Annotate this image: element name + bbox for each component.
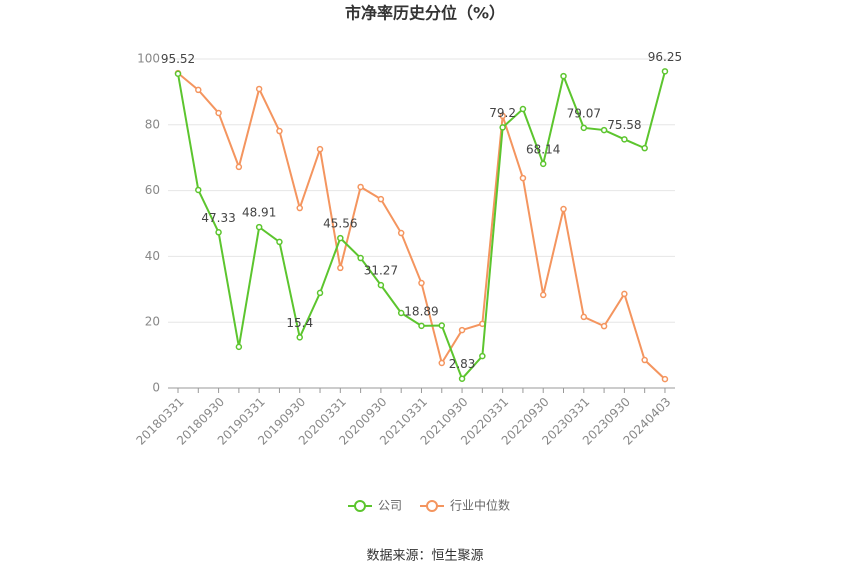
point — [560, 205, 567, 213]
point — [661, 68, 669, 75]
point — [479, 352, 486, 360]
point — [276, 238, 283, 246]
point — [215, 229, 222, 236]
source: 数据来源：恒生聚源 — [366, 549, 483, 564]
y-tick-label: 100 — [137, 52, 160, 66]
point — [580, 313, 588, 321]
point — [458, 375, 466, 382]
data-label: 75.58 — [607, 118, 641, 132]
point — [418, 279, 425, 287]
data-label: 68.14 — [526, 142, 560, 156]
legend-marker — [354, 500, 366, 512]
data-label: 18.89 — [404, 304, 438, 318]
y-tick-label: 60 — [145, 183, 160, 197]
point — [519, 105, 527, 113]
point — [438, 322, 446, 329]
point — [215, 109, 222, 117]
point — [580, 124, 588, 132]
point — [377, 281, 385, 289]
point — [195, 86, 202, 94]
data-label: 79.07 — [567, 106, 601, 120]
point — [357, 254, 364, 262]
point — [235, 343, 243, 351]
point — [458, 326, 466, 334]
point — [255, 85, 263, 93]
point — [397, 229, 405, 237]
point — [418, 322, 425, 330]
y-tick-label: 40 — [145, 249, 160, 263]
point — [296, 204, 303, 212]
point — [641, 356, 648, 364]
data-label: 47.33 — [201, 211, 235, 225]
chart-title: 市净率历史分位（%） — [345, 4, 505, 23]
point — [600, 126, 608, 134]
point — [316, 145, 324, 153]
point — [600, 322, 608, 330]
point — [621, 136, 628, 143]
data-label: 95.52 — [161, 52, 195, 66]
y-tick-label: 20 — [145, 315, 160, 329]
point — [499, 112, 506, 120]
point — [641, 144, 648, 152]
y-tick-label: 0 — [152, 381, 160, 395]
data-label: 48.91 — [242, 206, 276, 220]
data-label: 79.2 — [489, 106, 516, 120]
data-label: 45.56 — [323, 217, 357, 231]
point — [337, 234, 344, 242]
point — [661, 375, 669, 383]
point — [499, 124, 506, 131]
legend-marker — [426, 500, 438, 512]
y-tick-label: 80 — [145, 117, 160, 131]
data-label: 15.4 — [286, 316, 313, 330]
point — [235, 163, 243, 171]
point — [195, 186, 202, 194]
data-label: 2.83 — [449, 357, 476, 371]
point — [560, 72, 567, 80]
point — [539, 160, 547, 168]
legend-label: 公司 — [378, 499, 402, 513]
data-label: 96.25 — [648, 50, 682, 64]
point — [316, 289, 324, 297]
point — [621, 290, 628, 298]
point — [377, 195, 385, 203]
point — [438, 359, 446, 367]
legend-label: 行业中位数 — [450, 498, 510, 513]
point — [296, 334, 303, 341]
point — [337, 264, 344, 272]
point — [519, 174, 527, 182]
point — [174, 70, 182, 77]
point — [539, 291, 547, 299]
data-label: 31.27 — [364, 264, 398, 278]
point — [255, 223, 263, 231]
point — [276, 127, 283, 135]
point — [357, 183, 364, 191]
point — [397, 309, 405, 317]
